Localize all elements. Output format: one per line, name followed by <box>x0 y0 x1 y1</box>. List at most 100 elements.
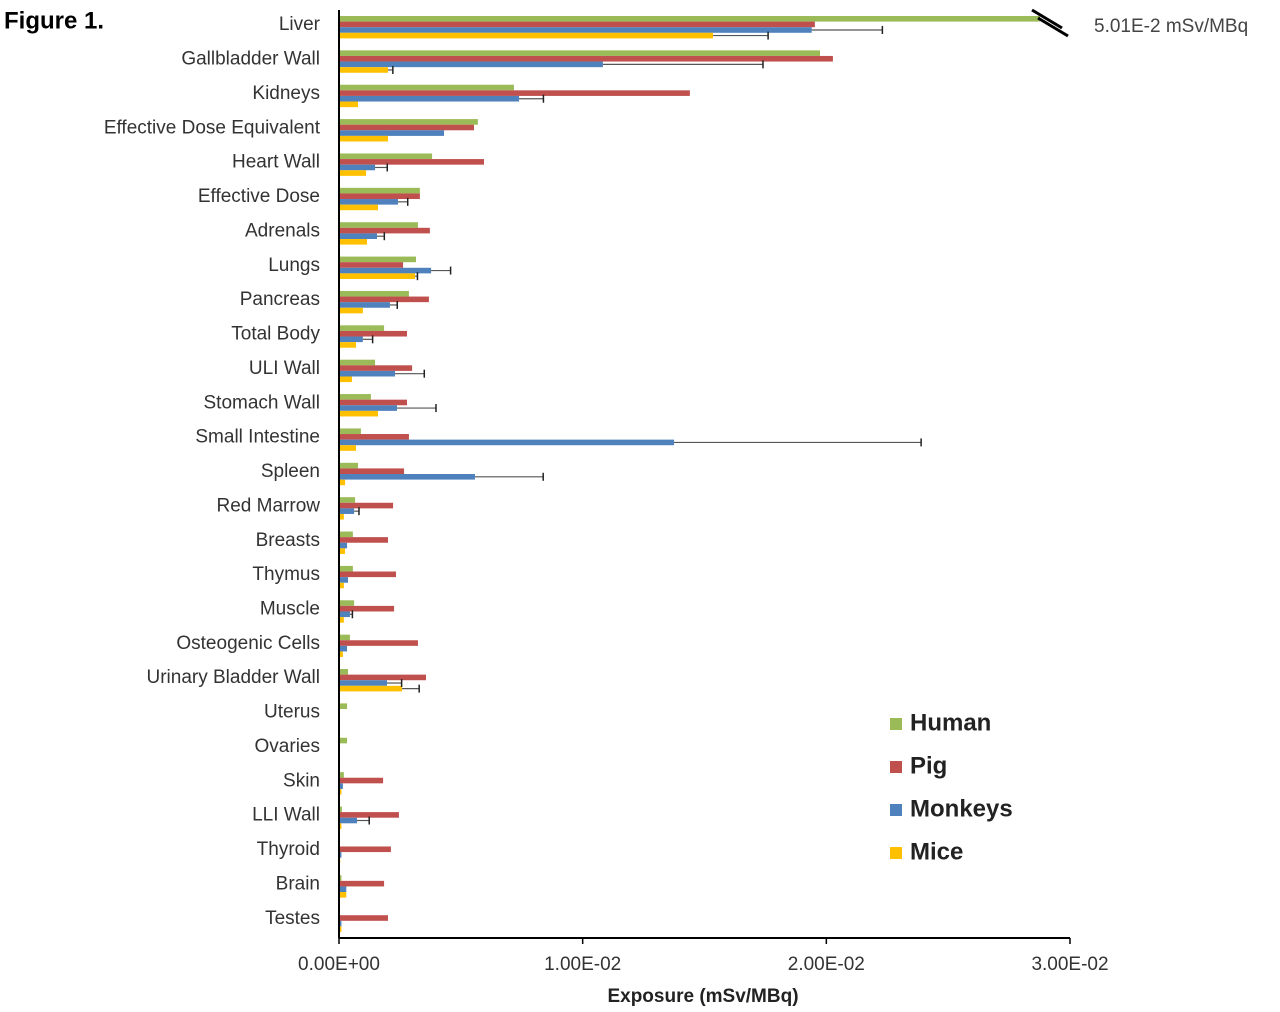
bar <box>339 542 348 549</box>
error-bar <box>354 507 360 516</box>
bar <box>339 772 344 778</box>
bar <box>339 737 348 744</box>
bar <box>339 852 342 858</box>
y-tick-label: Gallbladder Wall <box>181 49 320 70</box>
y-tick-label: Skin <box>283 770 320 791</box>
bar <box>339 565 353 572</box>
error-bar <box>349 610 354 619</box>
error-bar <box>431 266 452 275</box>
bar <box>339 680 388 686</box>
annotation: 5.01E-2 mSv/MBq <box>1094 16 1248 37</box>
bar <box>339 296 429 303</box>
y-tick-label: Osteogenic Cells <box>176 633 320 654</box>
y-tick-label: Adrenals <box>245 220 320 241</box>
bar <box>339 336 363 343</box>
bar <box>339 95 520 102</box>
bar <box>339 846 391 853</box>
y-tick-label: Effective Dose Equivalent <box>104 117 321 138</box>
y-tick-label: Ovaries <box>255 736 320 757</box>
bar <box>339 159 484 165</box>
bar <box>339 817 358 824</box>
error-bar <box>474 472 544 481</box>
error-bar <box>674 438 922 447</box>
bar <box>339 571 397 578</box>
bar <box>339 502 394 509</box>
y-tick-label: Thyroid <box>257 839 320 860</box>
bar <box>339 405 397 411</box>
y-tick-label: Breasts <box>256 530 320 551</box>
bar <box>339 307 363 314</box>
bar <box>339 577 349 583</box>
y-tick-label: Stomach Wall <box>204 392 321 413</box>
bar <box>339 915 388 921</box>
bar <box>339 135 388 142</box>
error-bar <box>402 684 420 693</box>
legend-label: Mice <box>910 838 963 865</box>
bar <box>339 15 1070 22</box>
bar <box>339 783 343 789</box>
x-tick-label: 3.00E-02 <box>1031 954 1108 975</box>
x-tick-label: 1.00E-02 <box>544 954 621 975</box>
y-tick-label: Heart Wall <box>232 152 320 173</box>
bar <box>339 256 416 263</box>
error-bar <box>519 94 545 103</box>
bar <box>339 342 357 348</box>
bar <box>339 508 355 514</box>
error-bar <box>396 404 437 413</box>
error-bar <box>387 679 403 688</box>
bar <box>339 497 356 503</box>
bar <box>339 55 833 62</box>
bar <box>339 582 344 589</box>
bar <box>339 227 430 234</box>
bar <box>339 611 350 618</box>
plot-area <box>339 15 1070 933</box>
bar <box>339 823 342 829</box>
bar <box>339 926 342 933</box>
error-bar <box>377 232 386 241</box>
bar <box>339 703 348 709</box>
bar <box>339 21 815 28</box>
bar <box>339 531 353 538</box>
bar <box>339 920 342 927</box>
y-tick-label: Liver <box>279 14 321 35</box>
error-bar <box>357 816 370 825</box>
y-tick-label: Brain <box>276 873 320 894</box>
y-tick-label: Red Marrow <box>217 495 321 516</box>
bar <box>339 376 352 383</box>
bar <box>339 290 409 297</box>
bar <box>339 617 344 623</box>
error-bar <box>387 65 394 74</box>
bar <box>339 410 378 417</box>
bar <box>339 302 390 308</box>
bar <box>339 239 368 245</box>
bar <box>339 399 407 406</box>
bar <box>339 90 690 96</box>
bar <box>339 273 416 279</box>
chart-title: Figure 1. <box>4 7 104 34</box>
bar <box>339 267 432 274</box>
error-bar <box>389 300 398 309</box>
bar <box>339 468 405 474</box>
bar <box>339 605 395 612</box>
bar <box>339 479 346 486</box>
bar <box>339 330 407 337</box>
error-bar <box>362 335 374 344</box>
bar <box>339 365 413 371</box>
y-tick-label: Lungs <box>268 255 320 276</box>
bar <box>339 651 343 658</box>
legend-label: Pig <box>910 752 947 779</box>
x-tick-label: 0.00E+00 <box>298 954 380 975</box>
bar <box>339 886 347 893</box>
bar <box>339 262 404 268</box>
y-tick-label: Muscle <box>260 598 320 619</box>
y-tick-label: Spleen <box>261 461 320 482</box>
bar <box>339 359 376 366</box>
bar <box>339 600 355 606</box>
bar <box>339 880 385 887</box>
bar <box>339 204 378 211</box>
y-tick-label: Small Intestine <box>195 427 320 448</box>
bar <box>339 61 603 68</box>
legend-swatch <box>890 804 902 816</box>
bar <box>339 537 388 543</box>
y-tick-label: Testes <box>265 908 320 929</box>
